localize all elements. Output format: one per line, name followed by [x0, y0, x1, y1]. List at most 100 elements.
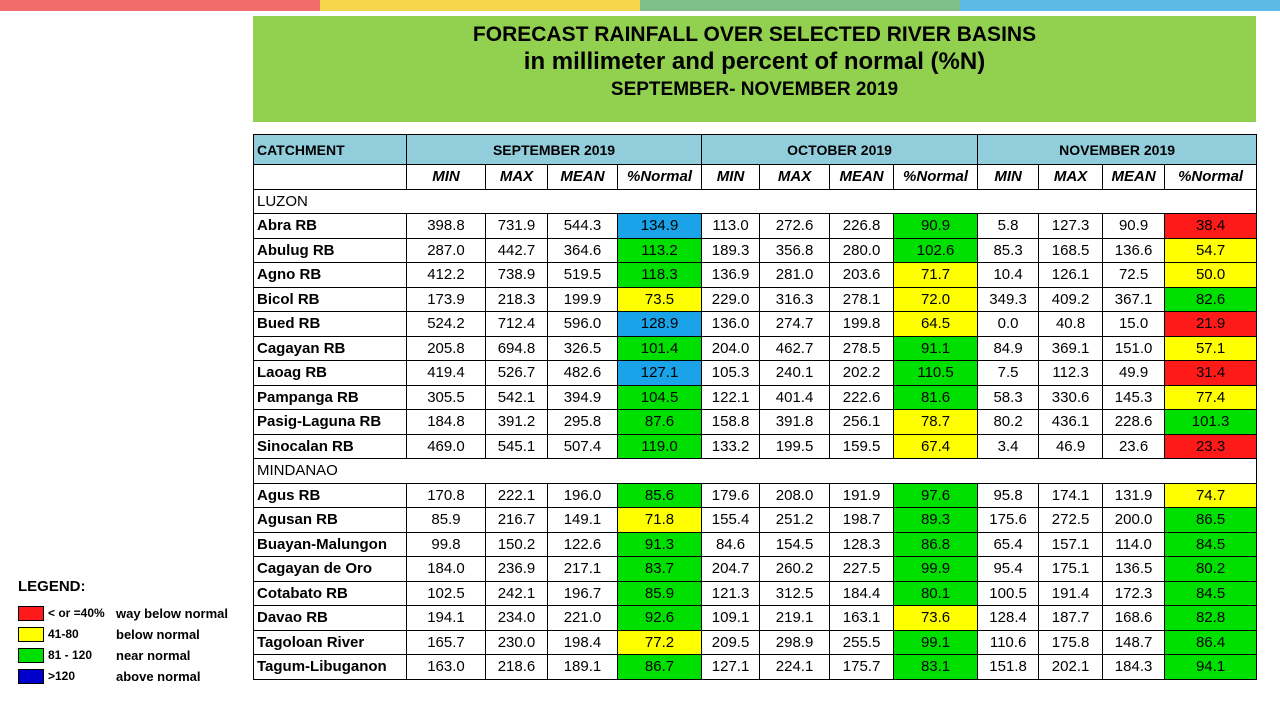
rainfall-value-cell: 85.9: [406, 507, 486, 533]
rainfall-value-cell: 102.5: [406, 580, 486, 606]
rainfall-value-cell: 255.5: [829, 629, 895, 655]
rainfall-value-cell: 218.3: [485, 286, 548, 312]
rainfall-value-cell: 191.9: [829, 482, 895, 508]
rainfall-value-cell: 204.0: [701, 335, 761, 361]
rainfall-value-cell: 151.8: [977, 654, 1040, 680]
rainfall-value-cell: 260.2: [759, 556, 831, 582]
column-subheader: MIN: [977, 164, 1040, 190]
catchment-name: Abulug RB: [253, 237, 407, 263]
column-subheader: MAX: [485, 164, 548, 190]
rainfall-value-cell: 272.5: [1038, 507, 1104, 533]
catchment-name: Pasig-Laguna RB: [253, 409, 407, 435]
rainfall-value-cell: 222.1: [485, 482, 548, 508]
title-line-3: SEPTEMBER- NOVEMBER 2019: [610, 79, 899, 100]
rainfall-value-cell: 196.0: [547, 482, 618, 508]
catchment-name: Cagayan de Oro: [253, 556, 407, 582]
rainfall-value-cell: 127.1: [701, 654, 761, 680]
percent-normal-cell: 57.1: [1164, 335, 1258, 361]
rainfall-value-cell: 10.4: [977, 262, 1040, 288]
rainfall-value-cell: 110.6: [977, 629, 1040, 655]
rainfall-value-cell: 84.6: [701, 531, 761, 557]
rainfall-value-cell: 469.0: [406, 433, 486, 459]
legend-range: >120: [48, 669, 76, 683]
percent-normal-cell: 38.4: [1164, 213, 1258, 239]
rainfall-value-cell: 364.6: [547, 237, 618, 263]
top-bar-segment-yellow: [320, 0, 640, 11]
rainfall-value-cell: 80.2: [977, 409, 1040, 435]
rainfall-value-cell: 398.8: [406, 213, 486, 239]
top-bar-segment-red: [0, 0, 320, 11]
percent-normal-cell: 87.6: [616, 409, 703, 435]
catchment-name: Pampanga RB: [253, 384, 407, 410]
rainfall-value-cell: 196.7: [547, 580, 618, 606]
rainfall-value-cell: 198.7: [829, 507, 895, 533]
rainfall-value-cell: 219.1: [759, 605, 831, 631]
percent-normal-cell: 73.5: [616, 286, 703, 312]
catchment-header: CATCHMENT: [253, 134, 407, 165]
rainfall-value-cell: 189.3: [701, 237, 761, 263]
rainfall-value-cell: 121.3: [701, 580, 761, 606]
rainfall-value-cell: 95.4: [977, 556, 1040, 582]
rainfall-value-cell: 145.3: [1102, 384, 1166, 410]
catchment-name: Agno RB: [253, 262, 407, 288]
month-header-september: SEPTEMBER 2019: [405, 134, 703, 165]
percent-normal-cell: 23.3: [1164, 433, 1258, 459]
legend-swatch: [18, 606, 44, 621]
legend-range: < or =40%: [48, 606, 105, 620]
rainfall-value-cell: 224.1: [759, 654, 831, 680]
rainfall-value-cell: 391.2: [485, 409, 548, 435]
rainfall-value-cell: 356.8: [759, 237, 831, 263]
rainfall-value-cell: 278.5: [829, 335, 895, 361]
column-subheader: MEAN: [829, 164, 895, 190]
percent-normal-cell: 127.1: [616, 360, 703, 386]
legend-item: < or =40% way below normal: [18, 603, 248, 624]
percent-normal-cell: 82.6: [1164, 286, 1258, 312]
percent-normal-cell: 99.9: [893, 556, 979, 582]
legend-item: 81 - 120 near normal: [18, 645, 248, 666]
rainfall-value-cell: 165.7: [406, 629, 486, 655]
legend-description: way below normal: [116, 606, 228, 621]
column-subheader: MAX: [1038, 164, 1104, 190]
rainfall-value-cell: 184.4: [829, 580, 895, 606]
percent-normal-cell: 92.6: [616, 605, 703, 631]
catchment-name: Tagoloan River: [253, 629, 407, 655]
rainfall-value-cell: 204.7: [701, 556, 761, 582]
rainfall-value-cell: 163.1: [829, 605, 895, 631]
rainfall-value-cell: 731.9: [485, 213, 548, 239]
rainfall-value-cell: 199.9: [547, 286, 618, 312]
column-subheader: MIN: [701, 164, 761, 190]
catchment-name: Agusan RB: [253, 507, 407, 533]
rainfall-value-cell: 298.9: [759, 629, 831, 655]
rainfall-value-cell: 242.1: [485, 580, 548, 606]
rainfall-value-cell: 482.6: [547, 360, 618, 386]
legend-description: above normal: [116, 669, 201, 684]
percent-normal-cell: 67.4: [893, 433, 979, 459]
region-row: LUZON: [252, 188, 1258, 214]
catchment-name: Abra RB: [253, 213, 407, 239]
table-row: Cagayan de Oro 184.0 236.9 217.1 83.7 204.7 26…: [253, 556, 1258, 582]
legend-swatch: [18, 627, 44, 642]
table-row: Laoag RB 419.4 526.7 482.6 127.1 105.3 240.1 20…: [253, 360, 1258, 386]
rainfall-value-cell: 175.1: [1038, 556, 1104, 582]
column-subheader: %Normal: [1164, 164, 1258, 190]
catchment-name: Davao RB: [253, 605, 407, 631]
rainfall-value-cell: 278.1: [829, 286, 895, 312]
table-row: Bued RB 524.2 712.4 596.0 128.9 136.0 274.7 199…: [253, 311, 1258, 337]
catchment-name: Cagayan RB: [253, 335, 407, 361]
percent-normal-cell: 134.9: [616, 213, 703, 239]
rainfall-value-cell: 198.4: [547, 629, 618, 655]
rainfall-value-cell: 46.9: [1038, 433, 1104, 459]
rainfall-value-cell: 326.5: [547, 335, 618, 361]
percent-normal-cell: 64.5: [893, 311, 979, 337]
rainfall-value-cell: 295.8: [547, 409, 618, 435]
percent-normal-cell: 54.7: [1164, 237, 1258, 263]
legend: LEGEND: < or =40% way below normal 41-80 be…: [18, 578, 248, 687]
rainfall-value-cell: 174.1: [1038, 482, 1104, 508]
percent-normal-cell: 71.7: [893, 262, 979, 288]
rainfall-value-cell: 99.8: [406, 531, 486, 557]
rainfall-value-cell: 217.1: [547, 556, 618, 582]
rainfall-value-cell: 226.8: [829, 213, 895, 239]
table-row: Bicol RB 173.9 218.3 199.9 73.5 229.0 316.3 278…: [253, 286, 1258, 312]
column-subheader: MEAN: [1102, 164, 1166, 190]
rainfall-value-cell: 205.8: [406, 335, 486, 361]
